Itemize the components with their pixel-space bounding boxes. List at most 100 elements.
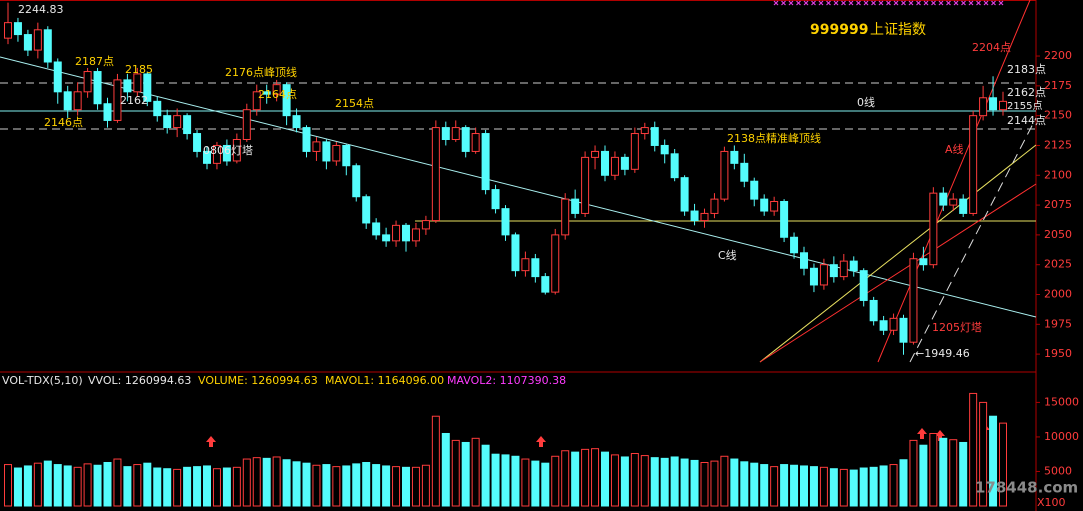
volume-bar <box>332 466 341 507</box>
candle-body <box>889 317 898 331</box>
annotation: 2154点 <box>335 97 374 110</box>
candle-body <box>302 127 311 152</box>
volume-bar <box>800 465 808 507</box>
candle-body <box>680 177 689 212</box>
volume-bar <box>790 464 799 507</box>
y-tick-label: 2025 <box>1044 258 1072 271</box>
candle-body <box>859 270 868 301</box>
candle-body <box>362 196 371 224</box>
candle-body <box>989 97 998 111</box>
candle-body <box>551 234 560 293</box>
volume-bar <box>163 468 172 507</box>
annotation: 2183点 <box>1007 63 1046 76</box>
candle-body <box>710 198 719 214</box>
candle-body <box>73 91 82 111</box>
candle-body <box>561 198 570 236</box>
title-code: 999999 <box>810 22 868 38</box>
candle-body <box>531 258 540 278</box>
volume-bar <box>143 462 152 507</box>
volume-bar <box>710 460 719 507</box>
decor-cross <box>841 0 846 6</box>
candle-body <box>969 115 978 214</box>
volume-bar <box>521 458 530 507</box>
volume-tick-label: 15000 <box>1044 395 1079 408</box>
decor-cross <box>908 0 914 6</box>
volume-bar <box>640 455 649 507</box>
candle-body <box>53 61 62 93</box>
candle-body <box>909 258 918 343</box>
candle-body <box>133 73 142 93</box>
candle-body <box>730 150 739 164</box>
candle-body <box>959 198 968 214</box>
candle-body <box>809 267 818 286</box>
candle-body <box>949 198 958 206</box>
volume-bar <box>660 457 669 507</box>
decor-cross <box>938 0 944 6</box>
volume-header: VOL-TDX(5,10) <box>2 374 83 387</box>
volume-bar <box>481 444 490 507</box>
volume-bar <box>601 451 609 507</box>
volume-bar <box>511 455 520 507</box>
candle-body <box>541 276 550 293</box>
annotation: 2162点 <box>1007 86 1046 99</box>
volume-bar <box>312 464 321 507</box>
volume-bar <box>212 468 221 507</box>
candle-body <box>252 91 261 111</box>
candle-body <box>312 141 321 152</box>
volume-bar <box>819 466 828 507</box>
y-tick-label: 2050 <box>1044 228 1072 241</box>
candle-body <box>402 224 410 242</box>
candle-body <box>471 133 480 152</box>
arrows <box>206 424 990 447</box>
decor-cross <box>893 0 899 6</box>
volume-bar <box>670 456 679 507</box>
y-tick-label: 2100 <box>1044 168 1072 181</box>
candle-body <box>760 198 769 212</box>
candle-body <box>571 198 580 214</box>
volume-bar <box>272 456 281 507</box>
candle-body <box>232 139 241 162</box>
candle-body <box>581 156 590 214</box>
volume-bar <box>43 460 52 507</box>
candle-body <box>630 133 639 170</box>
decor-cross <box>968 0 974 6</box>
candle-body <box>620 156 629 170</box>
candle-body <box>282 84 291 117</box>
volume-bar <box>919 444 928 507</box>
volume-bar <box>839 468 848 507</box>
y-tick-label: 2150 <box>1044 109 1072 122</box>
decor-cross <box>931 0 936 6</box>
volume-bar <box>451 439 460 507</box>
volume-bar <box>700 461 709 507</box>
candle-body <box>790 236 799 254</box>
volume-bar <box>53 464 62 507</box>
candle-body <box>262 91 271 95</box>
volume-bar <box>252 457 261 507</box>
volume-bar <box>372 464 381 507</box>
candle-body <box>203 150 211 164</box>
volume-bar <box>4 464 12 507</box>
candle-body <box>123 79 132 93</box>
candle-body <box>173 115 182 129</box>
annotation: 2164点 <box>258 88 297 101</box>
decor-cross <box>788 0 794 6</box>
volume-bar <box>262 457 271 507</box>
drawn-lines <box>0 0 1037 363</box>
candle-body <box>4 22 12 39</box>
decor-cross <box>953 0 959 6</box>
candle-body <box>222 144 231 162</box>
volume-bar <box>382 465 391 507</box>
volume-bar <box>203 465 211 507</box>
volume-bar <box>929 432 938 507</box>
volume-bar <box>13 467 22 507</box>
volume-bar <box>750 462 759 507</box>
candle-body <box>163 115 172 129</box>
candle-body <box>660 144 669 155</box>
decor-cross <box>886 0 891 6</box>
candle-body <box>411 228 420 242</box>
volume-bar <box>33 462 42 507</box>
annotation: 2176点峰顶线 <box>225 65 297 79</box>
annotation: 2162 <box>120 94 148 107</box>
volume-tick-label: 5000 <box>1044 464 1072 477</box>
candle-body <box>640 127 649 135</box>
